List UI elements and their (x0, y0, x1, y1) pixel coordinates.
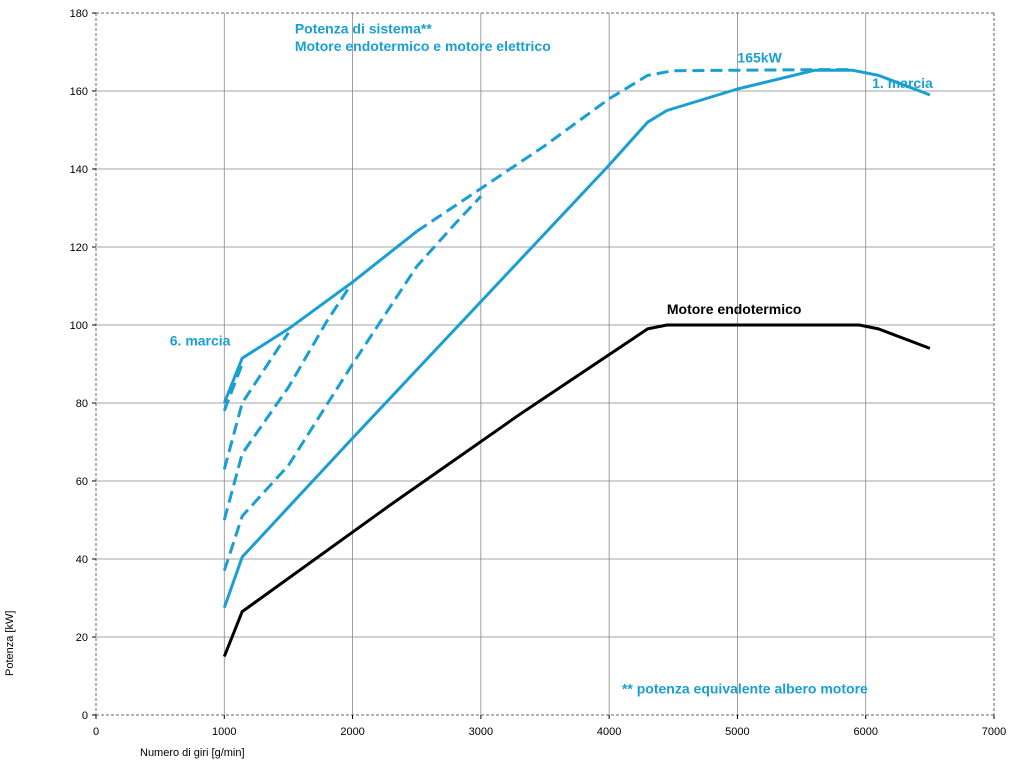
series-group (222, 68, 931, 658)
x-axis-ticks: 0 1000 2000 3000 4000 5000 6000 7000 (93, 715, 1006, 738)
y-tick-label: 100 (70, 320, 88, 332)
x-tick-label: 2000 (340, 726, 364, 738)
x-tick-label: 1000 (212, 726, 236, 738)
series-line-5 (222, 331, 290, 470)
series-line-3 (222, 195, 482, 572)
x-tick-label: 6000 (853, 726, 877, 738)
annotation-system-power-2: Motore endotermico e motore elettrico (295, 38, 551, 54)
y-tick-label: 40 (76, 554, 88, 566)
y-tick-label: 20 (76, 632, 88, 644)
y-axis-label: Potenza [kW] (4, 611, 16, 676)
series-line-7 (222, 230, 418, 404)
series-line-4 (222, 281, 354, 521)
y-tick-label: 120 (70, 242, 88, 254)
annotation-peak: 165kW (737, 50, 782, 66)
series-line-6 (222, 363, 244, 412)
grid-lines (96, 13, 994, 715)
x-tick-label: 5000 (725, 726, 749, 738)
series-line-8 (415, 68, 853, 233)
annotation-first-gear: 1. marcia (872, 75, 933, 91)
x-tick-label: 0 (93, 726, 99, 738)
x-axis-label: Numero di giri [g/min] (140, 747, 245, 759)
y-tick-label: 60 (76, 476, 88, 488)
annotation-footnote: ** potenza equivalente albero motore (622, 681, 868, 697)
x-tick-label: 4000 (597, 726, 621, 738)
series-line-2 (222, 68, 931, 609)
series-line-1 (222, 323, 931, 658)
y-tick-label: 140 (70, 164, 88, 176)
x-tick-label: 3000 (469, 726, 493, 738)
x-tick-label: 7000 (982, 726, 1006, 738)
annotations: Potenza di sistema** Motore endotermico e… (170, 20, 933, 696)
annotation-ice: Motore endotermico (667, 301, 802, 317)
y-axis-ticks: 0 20 40 60 80 100 120 140 160 180 (70, 8, 96, 722)
y-tick-label: 0 (82, 710, 88, 722)
y-tick-label: 80 (76, 398, 88, 410)
annotation-system-power-1: Potenza di sistema** (295, 20, 432, 36)
y-tick-label: 160 (70, 86, 88, 98)
plot-frame (95, 12, 995, 716)
y-tick-label: 180 (70, 8, 88, 20)
annotation-sixth-gear: 6. marcia (170, 332, 231, 348)
